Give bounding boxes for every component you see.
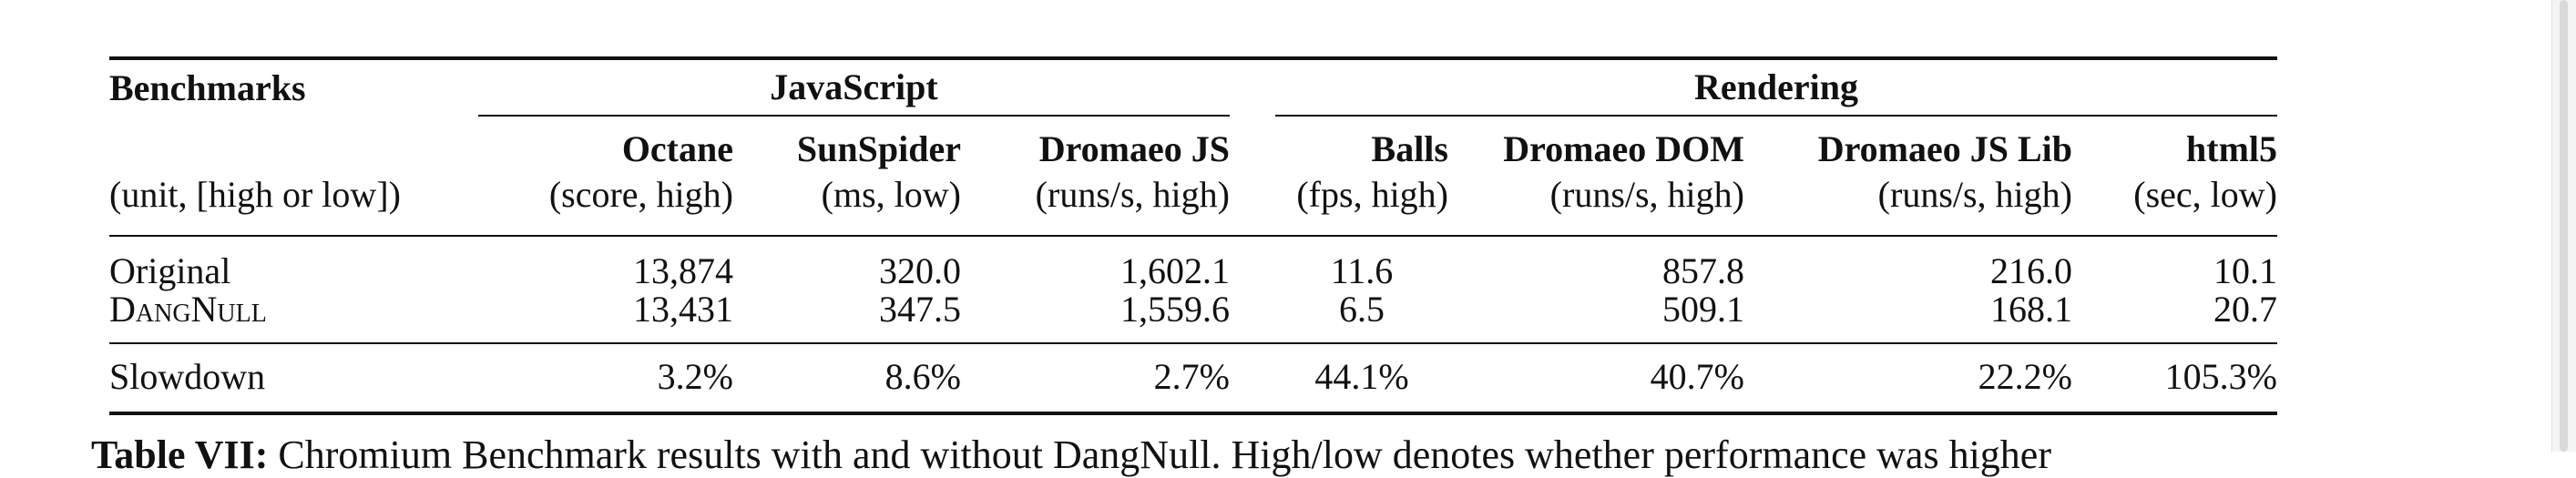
row-label: DangNull [109,289,267,330]
scrollbar-thumb[interactable] [2560,0,2568,452]
row-header-title: Benchmarks [109,67,306,108]
table-row: Original 13,874 320.0 1,602.1 11.6 857.8… [109,237,2277,290]
table-cell: 6.5 [1339,289,1385,330]
table-caption: Table VII: Chromium Benchmark results wi… [91,432,2051,478]
column-name: Dromaeo JS [1038,128,1230,169]
table-cell: 347.5 [879,289,961,330]
benchmark-table-figure: Benchmarks JavaScript Rendering Octane S… [109,56,2277,417]
table-cell: 22.2% [1978,356,2072,397]
table-cell: 11.6 [1330,250,1394,291]
column-unit: (sec, low) [2133,174,2277,215]
vertical-scrollbar[interactable] [2551,0,2576,452]
table-cell: 857.8 [1662,250,1744,291]
row-label: Original [109,250,231,291]
table-cell: 2.7% [1153,356,1230,397]
column-name: Octane [621,128,733,169]
table-cell: 10.1 [2213,250,2277,291]
column-unit: (runs/s, high) [1877,174,2072,215]
column-unit-row: (unit, [high or low]) (score, high) (ms,… [109,173,2277,236]
table-cell: 509.1 [1662,289,1744,330]
table-row: DangNull 13,431 347.5 1,559.6 6.5 509.1 … [109,290,2277,343]
table-cell: 20.7 [2213,289,2277,330]
table-cell: 216.0 [1990,250,2072,291]
row-header-unit: (unit, [high or low]) [109,174,401,215]
column-unit: (runs/s, high) [1035,174,1230,215]
table-cell: 40.7% [1650,356,1744,397]
table-cell: 105.3% [2164,356,2277,397]
row-label: Slowdown [109,356,266,397]
table-cell: 320.0 [879,250,961,291]
table-cell: 44.1% [1314,356,1409,397]
table-cell: 13,431 [633,289,733,330]
caption-label: Table VII: [91,432,269,477]
table-cell: 1,602.1 [1120,250,1230,291]
column-name: html5 [2186,128,2277,169]
column-unit: (runs/s, high) [1549,174,1744,215]
benchmark-table: Benchmarks JavaScript Rendering Octane S… [109,56,2277,417]
table-cell: 3.2% [657,356,733,397]
column-name: Dromaeo DOM [1503,128,1744,169]
column-name: SunSpider [796,128,961,169]
group-rendering: Rendering [1275,60,2277,117]
column-unit: (ms, low) [821,174,961,215]
summary-row: Slowdown 3.2% 8.6% 2.7% 44.1% 40.7% 22.2… [109,344,2277,413]
column-name: Dromaeo JS Lib [1817,128,2072,169]
column-unit: (fps, high) [1296,174,1448,215]
caption-text: Chromium Benchmark results with and with… [278,432,2051,477]
table-cell: 168.1 [1990,289,2072,330]
group-javascript: JavaScript [478,60,1230,117]
table-cell: 1,559.6 [1120,289,1230,330]
table-cell: 8.6% [884,356,961,397]
column-name: Balls [1371,128,1448,169]
group-header-row: Benchmarks JavaScript Rendering [109,60,2277,117]
column-name-row: Octane SunSpider Dromaeo JS Balls Dromae… [109,117,2277,173]
table-cell: 13,874 [633,250,733,291]
column-unit: (score, high) [548,174,733,215]
